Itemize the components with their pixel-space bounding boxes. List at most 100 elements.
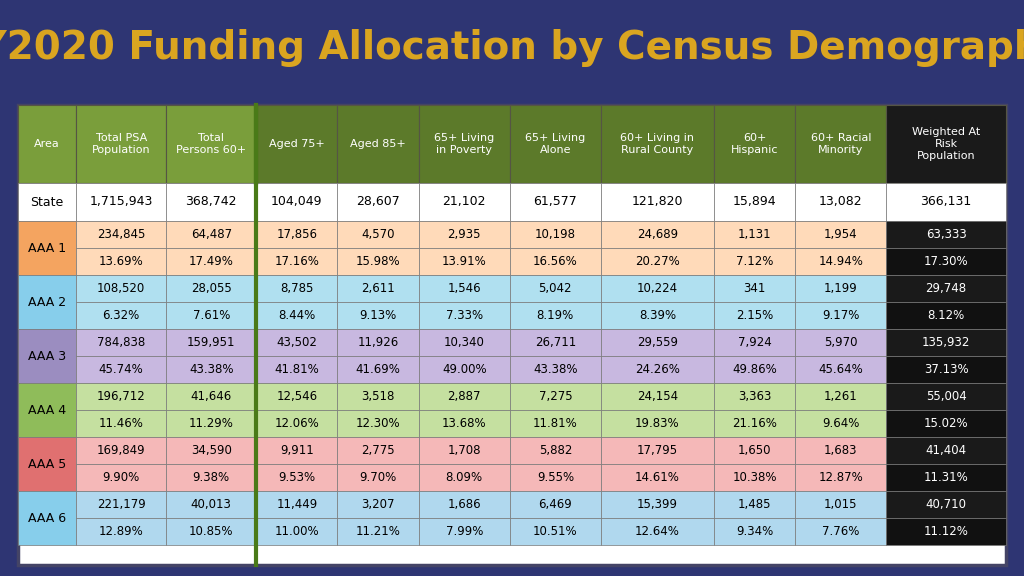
Text: 41,646: 41,646 xyxy=(190,390,231,403)
Bar xyxy=(18,275,76,329)
Text: AAA 6: AAA 6 xyxy=(28,511,67,525)
Bar xyxy=(510,275,601,302)
Text: 24,689: 24,689 xyxy=(637,228,678,241)
Text: 11.31%: 11.31% xyxy=(924,471,969,484)
Bar xyxy=(887,302,1006,329)
Text: 49.00%: 49.00% xyxy=(442,363,486,376)
Bar xyxy=(338,491,419,518)
Bar xyxy=(419,437,510,464)
Text: 1,261: 1,261 xyxy=(824,390,858,403)
Text: Aged 75+: Aged 75+ xyxy=(269,139,325,149)
Bar xyxy=(419,410,510,437)
Text: 28,055: 28,055 xyxy=(190,282,231,295)
Text: 21.16%: 21.16% xyxy=(732,417,777,430)
Text: 234,845: 234,845 xyxy=(97,228,145,241)
Bar xyxy=(601,221,714,248)
Bar xyxy=(18,183,76,221)
Text: Total
Persons 60+: Total Persons 60+ xyxy=(176,133,246,155)
Bar xyxy=(510,383,601,410)
Bar xyxy=(601,437,714,464)
Bar xyxy=(887,356,1006,383)
Bar xyxy=(18,491,76,545)
Bar xyxy=(510,356,601,383)
Text: 9.53%: 9.53% xyxy=(279,471,315,484)
Bar xyxy=(256,105,338,183)
Bar xyxy=(256,275,338,302)
Bar xyxy=(419,518,510,545)
Text: 65+ Living
in Poverty: 65+ Living in Poverty xyxy=(434,133,495,155)
Bar xyxy=(338,302,419,329)
Text: 21,102: 21,102 xyxy=(442,195,486,209)
Bar xyxy=(796,248,887,275)
Bar xyxy=(601,329,714,356)
Bar xyxy=(796,410,887,437)
Bar xyxy=(796,491,887,518)
Text: 9.13%: 9.13% xyxy=(359,309,396,322)
Text: 64,487: 64,487 xyxy=(190,228,231,241)
Bar xyxy=(76,105,166,183)
Text: 8.44%: 8.44% xyxy=(279,309,315,322)
Bar xyxy=(18,221,76,275)
Bar xyxy=(256,221,338,248)
Text: 135,932: 135,932 xyxy=(922,336,971,349)
Text: 7.99%: 7.99% xyxy=(445,525,483,538)
Bar xyxy=(256,183,338,221)
Text: 9.34%: 9.34% xyxy=(736,525,773,538)
Bar xyxy=(796,275,887,302)
Bar xyxy=(76,329,166,356)
Text: 9.90%: 9.90% xyxy=(102,471,140,484)
Bar xyxy=(166,221,256,248)
Text: 11,449: 11,449 xyxy=(276,498,317,511)
Text: 1,199: 1,199 xyxy=(824,282,858,295)
Text: 2.15%: 2.15% xyxy=(736,309,773,322)
Text: 60+ Living in
Rural County: 60+ Living in Rural County xyxy=(621,133,694,155)
Bar xyxy=(510,248,601,275)
Bar xyxy=(166,437,256,464)
Bar xyxy=(714,221,796,248)
Bar xyxy=(338,105,419,183)
Bar xyxy=(796,356,887,383)
Bar xyxy=(76,410,166,437)
Bar xyxy=(76,248,166,275)
Text: 43.38%: 43.38% xyxy=(534,363,578,376)
Text: AAA 2: AAA 2 xyxy=(28,295,67,309)
Bar xyxy=(166,302,256,329)
Text: 11.81%: 11.81% xyxy=(532,417,578,430)
Bar xyxy=(796,221,887,248)
Text: 10,340: 10,340 xyxy=(443,336,484,349)
Bar xyxy=(166,275,256,302)
Bar xyxy=(256,302,338,329)
Bar xyxy=(338,221,419,248)
Text: Aged 85+: Aged 85+ xyxy=(350,139,406,149)
Text: 20.27%: 20.27% xyxy=(635,255,680,268)
Bar xyxy=(338,518,419,545)
Bar xyxy=(887,221,1006,248)
Text: 17,795: 17,795 xyxy=(637,444,678,457)
Text: 17.30%: 17.30% xyxy=(924,255,969,268)
Text: 2,935: 2,935 xyxy=(447,228,481,241)
Bar xyxy=(18,383,76,437)
Text: 108,520: 108,520 xyxy=(97,282,145,295)
Text: 12.89%: 12.89% xyxy=(99,525,143,538)
Bar xyxy=(419,491,510,518)
Text: 7.33%: 7.33% xyxy=(445,309,482,322)
Text: 63,333: 63,333 xyxy=(926,228,967,241)
Text: 1,683: 1,683 xyxy=(824,444,857,457)
Bar xyxy=(887,410,1006,437)
Text: 10.51%: 10.51% xyxy=(534,525,578,538)
Text: 15.02%: 15.02% xyxy=(924,417,969,430)
Text: 1,485: 1,485 xyxy=(738,498,771,511)
Bar xyxy=(256,437,338,464)
Bar xyxy=(256,329,338,356)
Bar xyxy=(76,183,166,221)
Bar xyxy=(18,329,76,383)
Bar xyxy=(166,491,256,518)
Text: 104,049: 104,049 xyxy=(271,195,323,209)
Text: 11.46%: 11.46% xyxy=(98,417,143,430)
Bar xyxy=(714,248,796,275)
Bar xyxy=(601,183,714,221)
Bar xyxy=(419,464,510,491)
Bar xyxy=(510,437,601,464)
Text: 1,715,943: 1,715,943 xyxy=(89,195,153,209)
Bar xyxy=(166,383,256,410)
